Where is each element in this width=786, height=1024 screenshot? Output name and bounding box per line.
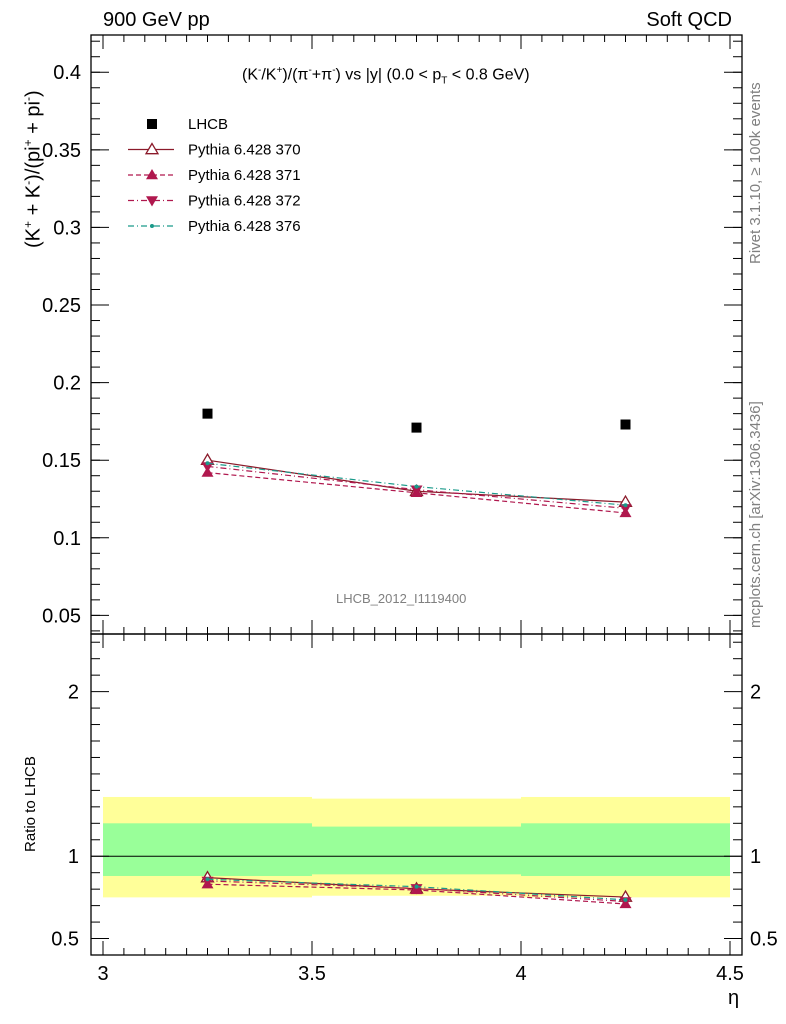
series-3-point-2 [619, 504, 632, 515]
y-tick-label-2: 0.15 [42, 450, 81, 472]
x-axis-label: η [728, 987, 740, 1009]
legend-label-3: Pythia 6.428 372 [188, 193, 301, 210]
series-4-point-2 [623, 503, 628, 508]
ratio-y-tick-label-right-1: 1 [750, 846, 761, 868]
ratio-inner-band-2 [521, 823, 730, 876]
legend-marker-0 [147, 119, 157, 129]
series-0-point-0 [202, 408, 213, 419]
y-tick-label-3: 0.2 [53, 373, 81, 395]
legend-marker-2 [146, 169, 158, 180]
x-tick-label-3: 4.5 [716, 963, 744, 985]
ratio-y-tick-label-left-1: 1 [68, 846, 79, 868]
ratio-inner-band-0 [103, 823, 312, 876]
series-4-point-1 [414, 484, 419, 489]
y-tick-label-6: 0.35 [42, 140, 81, 162]
series-0-point-1 [411, 422, 422, 433]
mcplots-label: mcplots.cern.ch [arXiv:1306.3436] [747, 401, 764, 628]
series-2-point-2 [619, 897, 632, 908]
series-3-point-0 [201, 462, 214, 473]
series-0-point-2 [620, 419, 631, 430]
series-3-point-1 [414, 884, 419, 889]
ratio-y-tick-label-left-0: 0.5 [51, 929, 79, 951]
category-label: Soft QCD [646, 9, 732, 31]
y-tick-label-5: 0.3 [53, 217, 81, 239]
x-tick-label-2: 4 [515, 963, 526, 985]
legend-label-0: LHCB [188, 116, 228, 133]
x-tick-label-0: 3 [97, 963, 108, 985]
series-3-point-0 [205, 877, 210, 882]
collision-label: 900 GeV pp [103, 9, 210, 31]
series-3-point-1 [410, 485, 423, 496]
y-axis-label: (K+ + K-)/(pi+ + pi-) [21, 90, 45, 248]
ratio-plot-frame [90, 633, 743, 956]
ratio-y-tick-label-right-2: 2 [750, 682, 761, 704]
rivet-label: Rivet 3.1.10, ≥ 100k events [747, 82, 764, 264]
legend-label-2: Pythia 6.428 371 [188, 167, 301, 184]
ratio-y-axis-label: Ratio to LHCB [22, 756, 39, 852]
legend-label-4: Pythia 6.428 376 [188, 218, 301, 235]
series-4-point-0 [205, 461, 210, 466]
ratio-y-tick-label-right-0: 0.5 [750, 929, 778, 951]
legend-label-1: Pythia 6.428 370 [188, 142, 301, 159]
legend-marker-4 [150, 224, 154, 228]
ratio-inner-band-1 [312, 826, 521, 875]
x-tick-label-1: 3.5 [298, 963, 326, 985]
chart-title: (K-/K+)/(π-+π-) vs |y| (0.0 < pT < 0.8 G… [242, 65, 530, 87]
analysis-watermark: LHCB_2012_I1119400 [336, 591, 467, 606]
y-tick-label-0: 0.05 [42, 605, 81, 627]
legend-marker-1 [144, 142, 160, 155]
y-tick-label-7: 0.4 [53, 62, 81, 84]
y-tick-label-1: 0.1 [53, 528, 81, 550]
y-tick-label-4: 0.25 [42, 295, 81, 317]
legend-marker-3 [146, 196, 158, 207]
series-3-point-2 [623, 897, 628, 902]
ratio-y-tick-label-left-2: 2 [68, 682, 79, 704]
